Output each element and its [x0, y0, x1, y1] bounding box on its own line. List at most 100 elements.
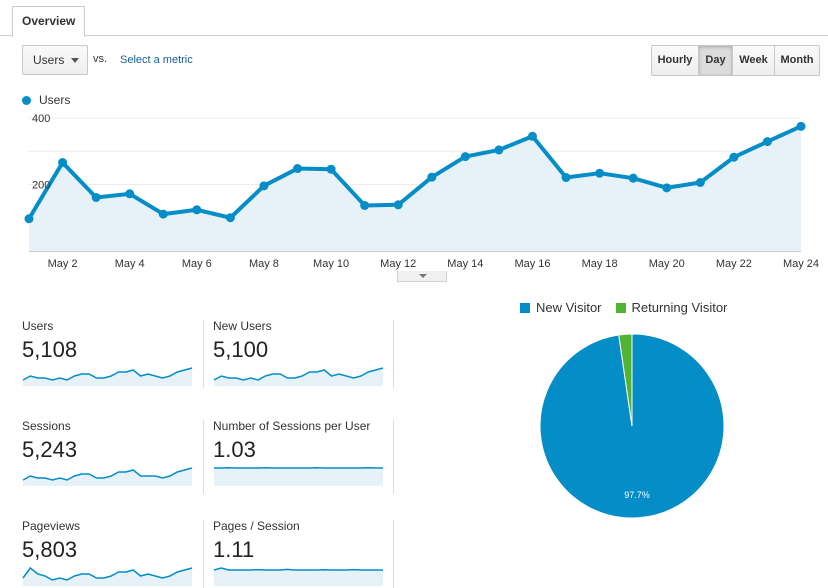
scorecard-title: Number of Sessions per User	[213, 419, 371, 433]
pie-legend-label: Returning Visitor	[631, 300, 728, 315]
vs-label: vs.	[93, 53, 108, 65]
week-button[interactable]: Week	[733, 46, 775, 75]
scorecard-title: Pages / Session	[213, 519, 300, 533]
scorecard-new-users[interactable]: New Users 5,100	[213, 319, 384, 391]
data-point[interactable]	[460, 152, 470, 162]
scorecard-value: 5,108	[22, 337, 78, 362]
sparkline-area	[214, 467, 383, 486]
pie-legend-item-returning[interactable]: Returning Visitor	[615, 300, 728, 315]
data-point[interactable]	[259, 181, 269, 191]
scorecard-title: Sessions	[22, 419, 71, 433]
series-area	[29, 126, 801, 251]
data-point[interactable]	[326, 164, 336, 174]
legend-swatch-icon	[615, 302, 626, 313]
scorecard-value: 5,100	[213, 337, 269, 362]
scorecard-users[interactable]: Users 5,108	[22, 319, 193, 391]
visitor-pie-chart: 97.7%	[539, 333, 725, 519]
x-tick-label: May 8	[249, 258, 279, 270]
y-tick-label: 200	[32, 180, 50, 192]
data-point[interactable]	[192, 205, 202, 215]
x-tick-label: May 12	[380, 258, 416, 270]
tab-overview[interactable]: Overview	[12, 6, 86, 37]
pie-legend: New Visitor Returning Visitor	[520, 300, 741, 315]
series-line-users	[27, 124, 802, 220]
sparkline	[214, 467, 383, 486]
data-point[interactable]	[58, 158, 68, 168]
sparkline-area	[214, 568, 383, 586]
x-tick-label: May 20	[649, 258, 685, 270]
chart-collapse-handle[interactable]	[397, 271, 447, 282]
data-point[interactable]	[662, 183, 672, 193]
month-button[interactable]: Month	[775, 46, 819, 75]
card-divider	[203, 520, 204, 588]
chevron-down-icon	[71, 58, 79, 63]
chart-legend: Users	[22, 93, 70, 107]
sparkline	[22, 367, 193, 386]
data-point[interactable]	[796, 121, 806, 131]
sparkline-line	[22, 467, 193, 481]
card-divider	[393, 520, 394, 588]
data-point[interactable]	[729, 152, 739, 162]
data-point[interactable]	[762, 137, 772, 147]
x-tick-label: May 22	[716, 258, 752, 270]
metric-dropdown-value: Users	[33, 53, 65, 67]
users-line-chart: 400 200 May 2 May 4 May 6 May 8 May 10 May 12 Ma…	[24, 113, 819, 270]
sparkline-line	[213, 367, 384, 381]
data-point[interactable]	[393, 200, 403, 210]
x-tick-label: May 10	[313, 258, 349, 270]
hourly-button[interactable]: Hourly	[652, 46, 699, 75]
data-point[interactable]	[628, 173, 638, 183]
pie-slice-returning-visitor[interactable]	[618, 333, 633, 427]
data-point[interactable]	[225, 213, 235, 223]
card-divider	[393, 420, 394, 494]
pie-legend-label: New Visitor	[536, 300, 602, 315]
scorecard-sessions-per-user[interactable]: Number of Sessions per User 1.03	[213, 419, 384, 491]
sparkline	[213, 567, 383, 586]
data-point[interactable]	[695, 178, 705, 188]
pie-slice-label: 97.7%	[624, 490, 650, 500]
data-point[interactable]	[494, 145, 504, 155]
select-metric-link[interactable]: Select a metric	[120, 54, 193, 66]
x-tick-label: May 14	[447, 258, 483, 270]
scorecard-pages-per-session[interactable]: Pages / Session 1.11	[213, 519, 384, 588]
x-tick-label: May 4	[115, 258, 145, 270]
sparkline-line	[22, 367, 193, 381]
scorecard-title: New Users	[213, 319, 272, 333]
legend-series-label: Users	[39, 93, 71, 107]
legend-swatch-icon	[520, 302, 530, 313]
sparkline	[213, 367, 384, 386]
data-point[interactable]	[91, 192, 101, 202]
data-point[interactable]	[427, 172, 437, 182]
y-tick-label: 400	[32, 113, 50, 125]
scorecard-value: 5,243	[22, 437, 78, 462]
scorecard-value: 1.03	[213, 437, 256, 462]
data-point[interactable]	[561, 173, 571, 183]
sparkline-line	[213, 567, 383, 571]
legend-dot-icon	[22, 96, 31, 105]
data-point[interactable]	[24, 214, 34, 224]
data-point[interactable]	[293, 164, 303, 174]
card-divider	[203, 420, 204, 494]
scorecard-title: Pageviews	[22, 519, 81, 533]
scorecard-value: 1.11	[213, 537, 255, 562]
pie-legend-item-new[interactable]: New Visitor	[520, 300, 602, 315]
sparkline	[22, 467, 193, 486]
scorecard-sessions[interactable]: Sessions 5,243	[22, 419, 193, 491]
day-button[interactable]: Day	[699, 46, 733, 75]
card-divider	[203, 320, 204, 388]
x-tick-label: May 2	[48, 258, 78, 270]
scorecard-title: Users	[22, 319, 54, 333]
x-tick-label: May 18	[582, 258, 618, 270]
scorecard-pageviews[interactable]: Pageviews 5,803	[22, 519, 193, 588]
sparkline-line	[22, 566, 193, 581]
x-tick-label: May 6	[182, 258, 212, 270]
data-point[interactable]	[125, 189, 135, 199]
data-point[interactable]	[158, 209, 168, 219]
data-point[interactable]	[595, 168, 605, 178]
data-point[interactable]	[527, 131, 537, 141]
metric-dropdown[interactable]: Users	[22, 45, 88, 75]
data-point[interactable]	[360, 200, 370, 210]
scorecard-value: 5,803	[22, 537, 78, 562]
chevron-down-icon	[419, 274, 427, 278]
x-tick-label: May 16	[514, 258, 550, 270]
